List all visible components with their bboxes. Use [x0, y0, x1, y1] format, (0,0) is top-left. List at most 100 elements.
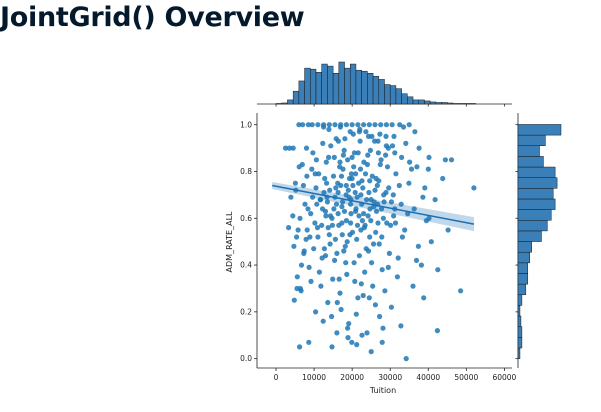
marginal-x-bar — [412, 99, 420, 105]
marginal-x-bar — [287, 99, 294, 105]
scatter-point — [326, 122, 332, 128]
scatter-point — [381, 192, 387, 198]
scatter-point — [345, 157, 351, 163]
scatter-point — [300, 122, 306, 128]
scatter-point — [406, 122, 412, 128]
scatter-point — [372, 302, 378, 308]
scatter-point — [421, 295, 427, 301]
marginal-x-bar — [395, 88, 402, 105]
scatter-point — [356, 213, 362, 219]
scatter-point — [354, 236, 360, 242]
scatter-point — [339, 232, 345, 238]
marginal-y-bar — [517, 241, 532, 253]
scatter-point — [361, 122, 367, 128]
scatter-point — [290, 145, 296, 151]
scatter-point — [402, 227, 408, 233]
scatter-point — [370, 241, 377, 247]
scatter-point — [331, 154, 337, 160]
scatter-point — [343, 218, 349, 224]
marginal-x-bar — [275, 103, 282, 105]
marginal-x-bar — [292, 90, 300, 105]
scatter-point — [381, 199, 387, 205]
marginal-x-bar — [281, 102, 288, 105]
scatter-point — [363, 246, 369, 252]
scatter-point — [366, 122, 372, 128]
scatter-point — [375, 150, 381, 156]
scatter-point — [324, 180, 330, 186]
marginal-x-bar — [338, 61, 345, 105]
scatter-point — [325, 299, 331, 306]
scatter-point — [353, 171, 359, 177]
scatter-point — [321, 246, 327, 252]
scatter-point — [348, 201, 354, 207]
scatter-point — [442, 157, 448, 163]
scatter-point — [349, 175, 355, 182]
scatter-point — [384, 220, 390, 226]
marginal-x-bar — [447, 102, 454, 105]
scatter-point — [323, 159, 329, 165]
scatter-point — [286, 145, 292, 151]
scatter-point — [348, 220, 354, 226]
scatter-point — [366, 189, 372, 196]
scatter-point — [349, 229, 356, 235]
marginal-x-bar — [407, 96, 414, 105]
marginal-y-bar — [517, 230, 542, 242]
scatter-point — [282, 145, 289, 151]
scatter-point — [355, 122, 361, 128]
marginal-y-bar — [517, 315, 522, 327]
scatter-point — [355, 150, 361, 156]
marginal-y-bar — [517, 220, 548, 232]
scatter-point — [313, 309, 319, 315]
page-title: JointGrid() Overview — [0, 2, 305, 33]
marginal-x-bar — [424, 100, 431, 105]
scatter-point — [356, 253, 362, 259]
scatter-point — [403, 140, 409, 146]
scatter-point — [294, 234, 300, 240]
x-tick-label: 0 — [274, 373, 279, 382]
scatter-point — [343, 260, 349, 266]
scatter-point — [333, 185, 339, 191]
scatter-point — [378, 157, 384, 163]
marginal-y-bar — [517, 251, 530, 264]
marginal-x-bar — [327, 65, 334, 105]
scatter-point — [296, 122, 302, 128]
scatter-point — [364, 197, 370, 203]
scatter-point — [376, 241, 382, 247]
marginal-y-bar — [517, 347, 521, 359]
scatter-point — [357, 138, 363, 144]
scatter-point — [406, 180, 412, 186]
y-tick-label: 1.0 — [240, 120, 252, 129]
scatter-point — [361, 225, 367, 231]
scatter-point — [335, 211, 341, 217]
scatter-point — [359, 218, 365, 224]
scatter-point — [410, 283, 416, 289]
scatter-point — [349, 154, 355, 160]
scatter-point — [347, 129, 353, 135]
scatter-point — [399, 154, 405, 160]
marginal-x-bar — [349, 63, 357, 105]
scatter-point — [428, 239, 434, 245]
scatter-point — [378, 206, 385, 212]
scatter-point — [370, 283, 376, 289]
scatter-point — [338, 173, 345, 179]
y-tick-label: 0.8 — [240, 167, 252, 176]
scatter-point — [342, 243, 348, 249]
marginal-y-bar — [517, 156, 544, 168]
scatter-point — [298, 262, 305, 268]
scatter-point — [358, 192, 364, 198]
scatter-point — [386, 185, 392, 191]
scatter-point — [403, 356, 409, 362]
scatter-point — [339, 204, 345, 210]
scatter-point — [353, 311, 359, 317]
scatter-point — [432, 197, 438, 203]
scatter-point — [351, 260, 357, 266]
scatter-point — [397, 122, 403, 128]
scatter-point — [396, 182, 402, 189]
x-tick-label: 10000 — [302, 373, 326, 382]
scatter-point — [345, 187, 351, 193]
scatter-point — [391, 213, 397, 219]
scatter-point — [306, 339, 312, 345]
scatter-point — [418, 262, 424, 268]
scatter-point — [362, 269, 368, 275]
scatter-point — [458, 288, 464, 294]
